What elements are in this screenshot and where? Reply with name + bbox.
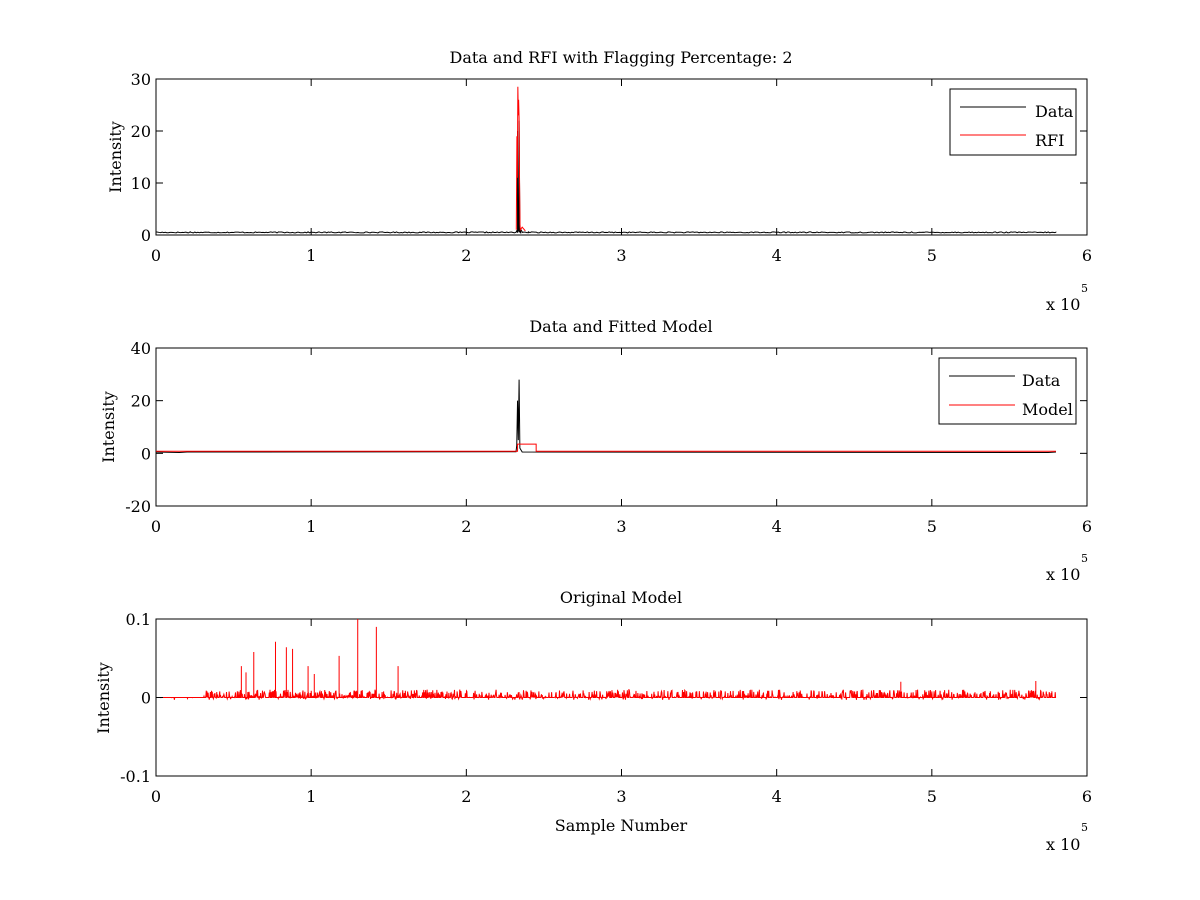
panel-3-xtick-label: 4 (772, 787, 782, 806)
panel-1-series (155, 86, 1057, 235)
panel-2-xtick-label: 2 (461, 517, 471, 536)
panel-1-ytick-label: 10 (131, 174, 151, 193)
panel-2-series-model (156, 443, 1056, 452)
panel-3-xtick-label: 3 (616, 787, 626, 806)
panel-1-xtick-label: 2 (461, 246, 471, 265)
panel-3-title: Original Model (560, 588, 682, 607)
panel-3-xtick-label: 2 (461, 787, 471, 806)
panel-1-ytick-label: 0 (141, 226, 151, 245)
panel-2-xtick-label: 3 (616, 517, 626, 536)
panel-1-x-exponent: x 10 (1046, 295, 1080, 314)
panel-2-x-exponent: x 10 (1046, 565, 1080, 584)
panel-2-ytick-label: -20 (125, 497, 151, 516)
panel-1-series-rfi (515, 86, 526, 232)
panel-3-x-exponent: x 10 (1046, 835, 1080, 854)
panel-2-xtick-label: 0 (151, 517, 161, 536)
panel-1-xtick-label: 0 (151, 246, 161, 265)
panel-3-ylabel: Intensity (94, 662, 113, 734)
panel-1-legend-label-data: Data (1035, 102, 1074, 121)
panel-2-ytick-label: 20 (131, 392, 151, 411)
panel-3-series-model (156, 618, 1057, 701)
panel-3-xlabel: Sample Number (555, 816, 688, 835)
panel-1-ytick-label: 30 (131, 70, 151, 89)
panel-1-xtick-label: 3 (616, 246, 626, 265)
panel-3-xtick-label: 1 (306, 787, 316, 806)
panel-2-xtick-label: 4 (772, 517, 782, 536)
panel-1-ylabel: Intensity (106, 121, 125, 193)
panel-2-series (155, 379, 1057, 454)
panel-1-axes (155, 78, 1088, 236)
panel-2-axes (155, 347, 1088, 507)
panel-1-xtick-label: 6 (1082, 246, 1092, 265)
panel-1-legend-box (949, 88, 1077, 156)
panel-2-legend-label-data: Data (1022, 371, 1061, 390)
panel-2-legend: Data Model (938, 357, 1077, 425)
panel-2-legend-label-model: Model (1022, 400, 1073, 419)
panel-1-series-data (155, 120, 1057, 235)
panel-1-ytick-label: 20 (131, 122, 151, 141)
panel-3-ytick-label: 0.1 (126, 610, 151, 629)
panel-3-series (156, 618, 1057, 701)
panel-3: Original Model 0 1 2 3 4 5 6-0.100.1 Intensity… (94, 588, 1092, 854)
panel-1-legend-label-rfi: RFI (1035, 131, 1064, 150)
panel-3-ytick-label: -0.1 (120, 767, 151, 786)
panel-1-xtick-label: 1 (306, 246, 316, 265)
panel-1: Data and RFI with Flagging Percentage: 2… (106, 48, 1092, 314)
panel-1-xtick-label: 5 (927, 246, 937, 265)
panel-2-title: Data and Fitted Model (529, 317, 712, 336)
panel-2-series-data (155, 379, 1057, 454)
panel-2-ytick-label: 0 (141, 444, 151, 463)
panel-2-ylabel: Intensity (99, 391, 118, 463)
panel-3-ticks: 0 1 2 3 4 5 6-0.100.1 (120, 610, 1092, 806)
panel-1-legend: Data RFI (949, 88, 1077, 156)
panel-2-xtick-label: 5 (927, 517, 937, 536)
panel-2-xtick-label: 6 (1082, 517, 1092, 536)
panel-2-legend-box (938, 357, 1077, 425)
panel-3-xtick-label: 0 (151, 787, 161, 806)
panel-2-x-exponent-power: 5 (1081, 552, 1088, 565)
panel-3-xtick-label: 5 (927, 787, 937, 806)
panel-3-ytick-label: 0 (141, 689, 151, 708)
panel-1-xtick-label: 4 (772, 246, 782, 265)
panel-1-title: Data and RFI with Flagging Percentage: 2 (449, 48, 792, 67)
panel-2-ytick-label: 40 (131, 339, 151, 358)
panel-3-xtick-label: 6 (1082, 787, 1092, 806)
panel-1-ticks: 0 1 2 3 4 5 6 0 10 20 30 (131, 70, 1092, 265)
panel-2-xtick-label: 1 (306, 517, 316, 536)
panel-1-x-exponent-power: 5 (1081, 282, 1088, 295)
panel-3-x-exponent-power: 5 (1081, 821, 1088, 834)
